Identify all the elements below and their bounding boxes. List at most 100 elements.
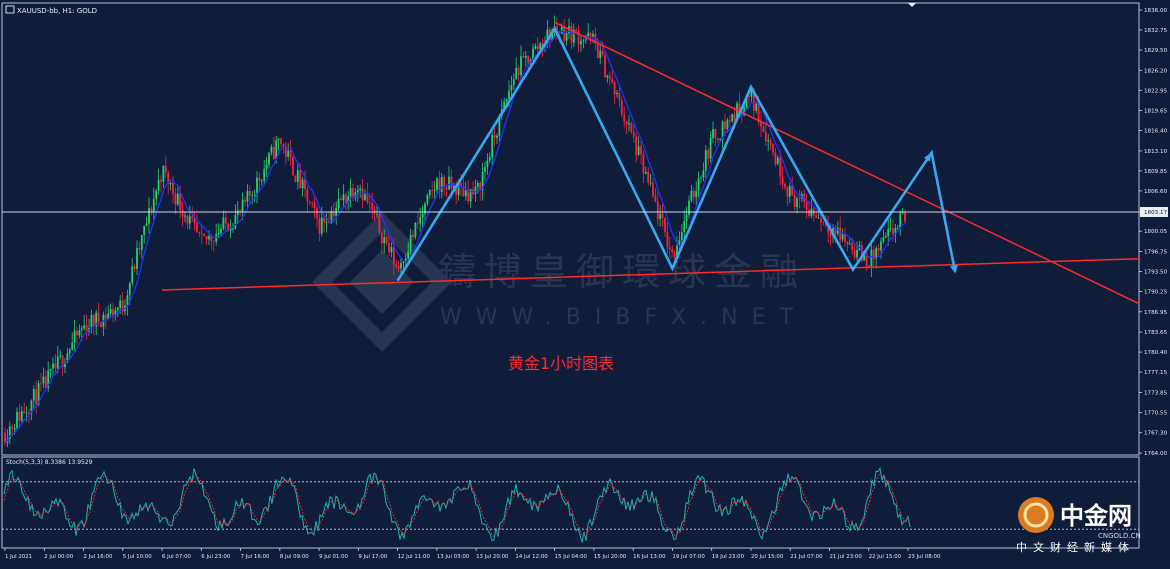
time-axis: 1 Jul 2021 2 Jul 00:00 2 Jul 16:00 5 Jul 10…: [4, 548, 941, 560]
candle-body: [78, 330, 81, 336]
candle-body: [853, 250, 856, 258]
candle-body: [354, 192, 357, 198]
candle-body: [503, 101, 506, 110]
candle-body: [179, 193, 182, 210]
candle-body: [829, 232, 832, 237]
candle-body: [172, 182, 174, 194]
candle-body: [47, 370, 50, 388]
watermark-url: WWW.BIBFX.NET: [440, 305, 807, 330]
candle-body: [688, 200, 690, 215]
candles-layer: [4, 15, 906, 448]
candle-body: [208, 235, 210, 240]
lower-trendline[interactable]: [162, 257, 1140, 291]
main-pane-frame: [1, 2, 1140, 456]
candle-body: [431, 190, 434, 192]
candle-body: [126, 295, 129, 306]
candle-body: [66, 353, 69, 363]
candle-body: [32, 388, 35, 401]
candle-body: [133, 266, 136, 269]
candle-body: [493, 134, 496, 138]
candle-body: [846, 241, 849, 245]
price-tick-label: 1822.95: [1144, 88, 1168, 94]
candle-body: [107, 313, 110, 319]
candle-body: [467, 190, 470, 202]
candle-body: [131, 266, 134, 284]
candle-body: [659, 213, 662, 219]
candle-body: [414, 222, 417, 238]
candle-body: [539, 43, 542, 50]
candle-body: [642, 154, 645, 174]
candle-body: [558, 31, 561, 34]
candle-body: [352, 188, 354, 198]
candle-body: [138, 248, 141, 250]
candle-body: [244, 199, 246, 202]
candle-body: [116, 307, 119, 311]
candle-body: [56, 356, 59, 369]
candle-body: [899, 213, 902, 228]
time-tick-label: 15 Jul 04:00: [555, 554, 588, 560]
candle-body: [764, 131, 767, 142]
candle-body: [572, 29, 575, 43]
wave-path-arrow[interactable]: [396, 25, 958, 282]
chart-annotation: 黄金1小时图表: [508, 354, 614, 373]
candle-body: [152, 198, 155, 212]
candle-body: [486, 160, 489, 167]
candle-body: [736, 103, 738, 120]
candle-body: [54, 363, 57, 369]
candle-body: [349, 188, 352, 197]
candle-body: [256, 177, 258, 195]
price-tick-label: 1832.75: [1144, 28, 1168, 34]
candle-body: [272, 146, 275, 159]
candle-body: [157, 179, 160, 191]
candle-body: [896, 227, 899, 229]
candle-body: [270, 146, 273, 153]
candle-body: [294, 175, 297, 182]
candle-body: [618, 92, 621, 101]
candle-body: [95, 312, 98, 327]
candle-body: [268, 152, 270, 165]
candle-body: [44, 376, 47, 388]
candle-body: [184, 215, 186, 217]
candle-body: [150, 208, 153, 212]
candle-body: [428, 190, 431, 196]
candle-body: [786, 187, 789, 197]
candle-body: [692, 190, 695, 198]
time-tick-label: 2 Jul 16:00: [84, 554, 113, 560]
upper-trendline[interactable]: [554, 21, 1140, 305]
candle-body: [875, 248, 878, 260]
candle-body: [200, 232, 203, 234]
candle-body: [515, 68, 518, 80]
chart-shift-marker-icon[interactable]: [908, 3, 916, 7]
candle-body: [85, 325, 88, 332]
price-tick-label: 1829.50: [1144, 48, 1168, 54]
candle-body: [683, 221, 686, 233]
candle-body: [604, 54, 606, 78]
candle-body: [784, 184, 786, 188]
price-tick-label: 1826.20: [1144, 68, 1168, 74]
trendlines[interactable]: [162, 21, 1140, 305]
price-tick-label: 1806.60: [1144, 189, 1168, 195]
candle-body: [491, 134, 494, 158]
candle-body: [325, 222, 328, 223]
candle-body: [863, 254, 866, 261]
candle-body: [565, 33, 568, 41]
brand-name: 中金网: [1060, 502, 1132, 530]
candle-body: [661, 213, 664, 218]
candle-body: [337, 198, 340, 209]
candle-body: [323, 217, 326, 223]
candle-body: [100, 321, 102, 328]
candle-body: [575, 29, 578, 32]
price-tick-label: 1773.85: [1144, 390, 1168, 396]
candle-body: [625, 121, 628, 125]
candle-body: [570, 25, 573, 43]
stoch-label: Stoch(5,3,3) 8.3386 13.9529: [6, 459, 93, 466]
candle-body: [769, 140, 772, 145]
candle-body: [239, 210, 242, 212]
price-tick-label: 1770.55: [1144, 411, 1168, 417]
candle-body: [73, 330, 76, 343]
candle-body: [752, 89, 755, 111]
candle-body: [421, 213, 424, 218]
candle-body: [436, 178, 438, 190]
